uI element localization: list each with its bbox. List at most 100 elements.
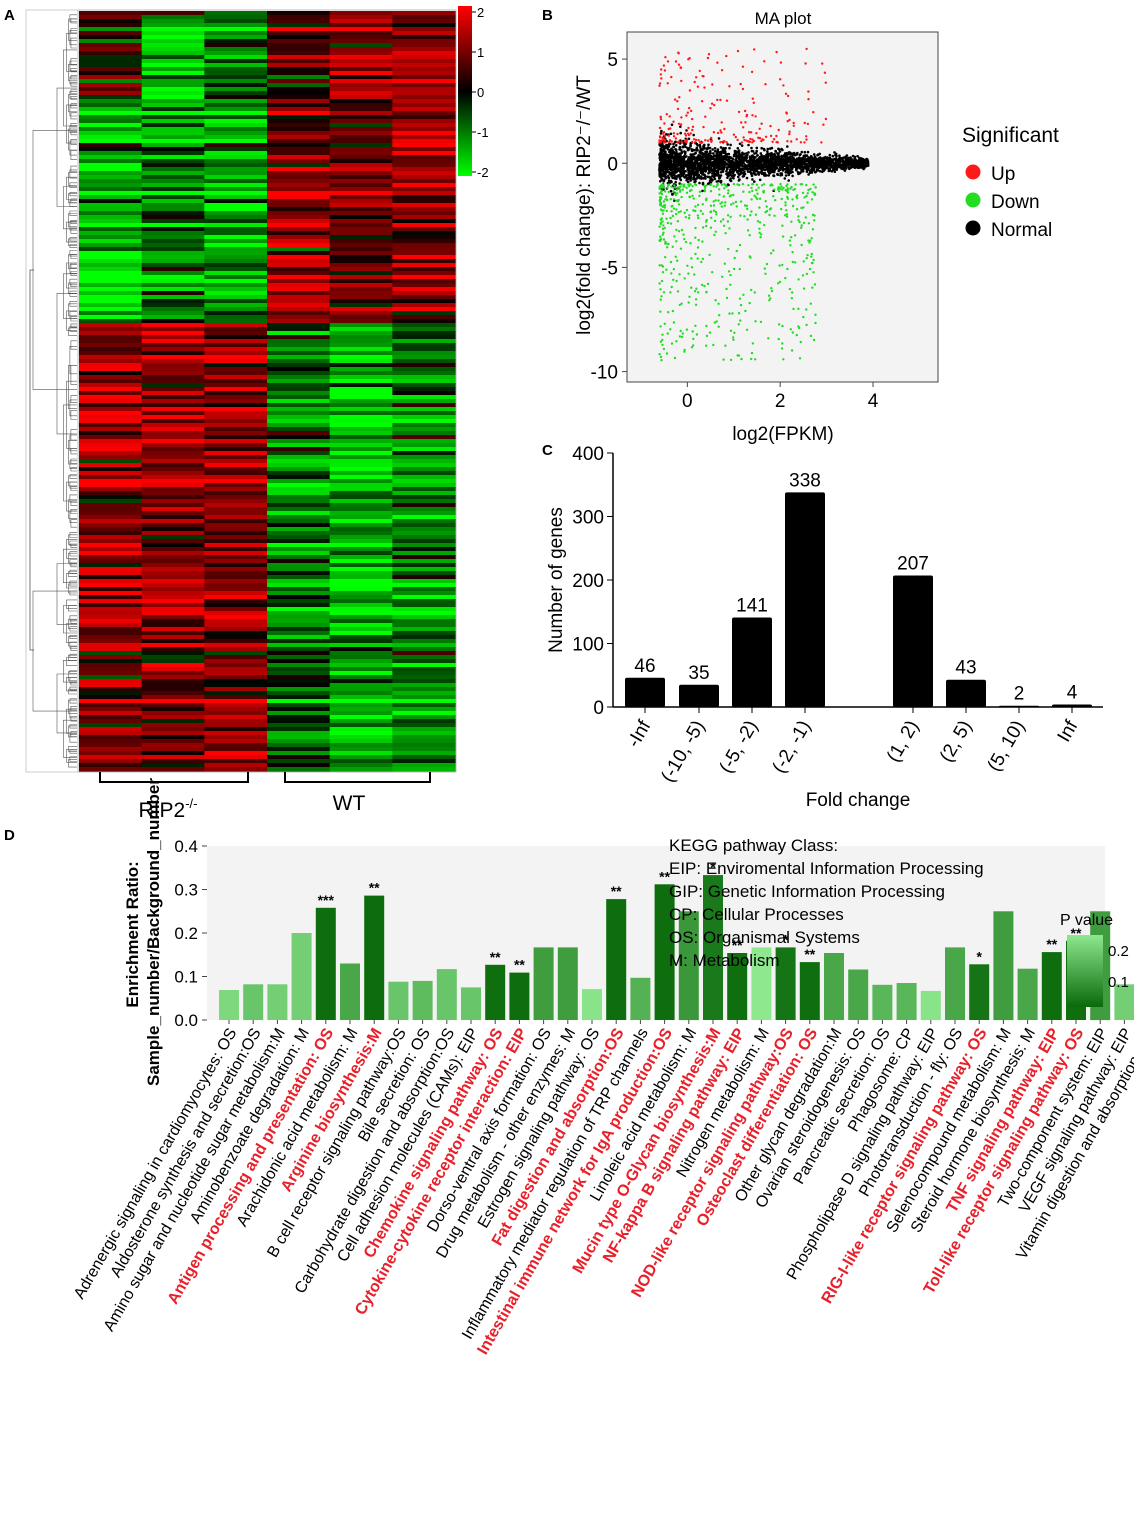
heatmap-cell	[267, 667, 331, 672]
ma-point-normal	[668, 157, 672, 161]
heatmap-cell	[267, 143, 331, 148]
ma-point-normal	[694, 157, 697, 160]
ma-point-down	[813, 193, 816, 196]
ma-point-up	[807, 90, 810, 93]
ma-point-normal	[771, 156, 775, 160]
heatmap-cell	[79, 351, 143, 356]
ma-point-down	[670, 272, 673, 275]
ma-point-up	[764, 83, 767, 86]
heatmap-cell	[79, 443, 143, 448]
ma-point-down	[756, 220, 760, 223]
heatmap-cell	[79, 319, 143, 324]
ma-point-down	[690, 188, 693, 192]
d-significance-label: *	[976, 948, 982, 964]
heatmap-cell	[329, 235, 393, 240]
ma-point-down	[659, 288, 662, 291]
heatmap-cell	[79, 235, 143, 240]
heatmap-cell	[392, 403, 456, 408]
heatmap-cell	[141, 299, 205, 304]
ma-point-down	[712, 185, 715, 188]
ma-point-up	[788, 118, 791, 122]
heatmap-cell	[141, 571, 205, 576]
heatmap-cell	[204, 63, 268, 68]
ma-point-up	[743, 109, 747, 113]
heatmap-cell	[329, 91, 393, 96]
heatmap-cell	[141, 87, 205, 92]
ma-point-normal	[757, 166, 761, 169]
ma-point-normal	[738, 178, 741, 181]
ma-point-down	[797, 215, 800, 218]
heatmap-cell	[267, 507, 331, 512]
heatmap-cell	[329, 531, 393, 536]
ma-point-normal	[702, 173, 706, 177]
ma-point-normal	[771, 162, 774, 165]
ma-point-down	[661, 233, 664, 236]
ma-point-normal	[658, 173, 662, 177]
ma-point-down	[717, 302, 720, 305]
dendrogram-branch	[69, 169, 77, 179]
heatmap-cell	[141, 35, 205, 40]
heatmap-cell	[329, 599, 393, 604]
heatmap-cell	[392, 383, 456, 388]
ma-point-normal	[791, 157, 794, 161]
heatmap-cell	[204, 755, 268, 760]
heatmap-cell	[204, 731, 268, 736]
heatmap-cell	[392, 15, 456, 20]
ma-point-up	[720, 131, 723, 134]
heatmap-cell	[329, 119, 393, 124]
ma-point-down	[703, 284, 706, 288]
heatmap-cell	[392, 467, 456, 472]
heatmap-cell	[79, 619, 143, 624]
heatmap-cell	[79, 43, 143, 48]
ma-point-normal	[750, 149, 754, 153]
ma-point-normal	[719, 160, 722, 164]
heatmap-cell	[79, 691, 143, 696]
d-bar	[219, 990, 239, 1020]
heatmap-cell	[392, 267, 456, 272]
dendrogram-branch	[68, 618, 77, 629]
ma-point-down	[777, 186, 781, 190]
ma-point-up	[753, 48, 756, 51]
heatmap-cell	[204, 423, 268, 428]
ma-point-down	[743, 204, 747, 207]
heatmap-cell	[329, 735, 393, 740]
ma-point-down	[765, 262, 769, 266]
ma-point-down	[700, 260, 703, 264]
heatmap-cell	[141, 615, 205, 620]
heatmap-cell	[392, 547, 456, 552]
heatmap-cell	[329, 127, 393, 132]
heatmap-cell	[79, 695, 143, 700]
ma-point-normal	[865, 162, 869, 166]
d-significance-label: **	[514, 957, 525, 973]
ma-point-normal	[860, 164, 863, 168]
heatmap-cell	[141, 699, 205, 704]
panel-label-a: A	[4, 7, 15, 24]
heatmap-cell	[392, 103, 456, 108]
heatmap-cell	[329, 591, 393, 596]
heatmap-cell	[392, 443, 456, 448]
heatmap-cell	[329, 35, 393, 40]
ma-point-down	[805, 323, 808, 327]
ma-point-down	[737, 354, 741, 357]
ma-point-normal	[674, 153, 677, 156]
heatmap-cell	[79, 383, 143, 388]
heatmap-cell	[329, 271, 393, 276]
dendrogram-branch	[69, 590, 77, 596]
ma-point-normal	[660, 129, 663, 133]
ma-point-up	[661, 132, 665, 135]
heatmap-cell	[329, 359, 393, 364]
ma-point-down	[660, 217, 663, 220]
ma-point-up	[659, 73, 662, 76]
heatmap-cell	[392, 607, 456, 612]
dendrogram-branch	[70, 340, 77, 350]
heatmap-cell	[267, 491, 331, 496]
heatmap-cell	[204, 763, 268, 768]
ma-point-down	[667, 183, 671, 186]
heatmap-cell	[329, 571, 393, 576]
ma-point-normal	[667, 145, 671, 148]
ma-point-normal	[735, 155, 738, 158]
heatmap-cell	[204, 227, 268, 232]
heatmap-cell	[141, 367, 205, 372]
ma-point-normal	[847, 165, 850, 169]
